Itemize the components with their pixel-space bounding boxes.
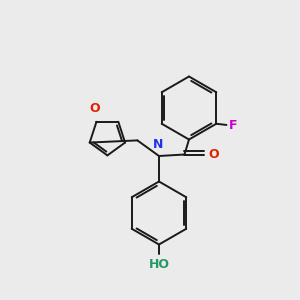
Text: F: F	[229, 119, 237, 132]
Text: O: O	[208, 148, 218, 161]
Text: HO: HO	[148, 258, 170, 271]
Text: O: O	[90, 102, 100, 115]
Text: N: N	[153, 139, 164, 152]
